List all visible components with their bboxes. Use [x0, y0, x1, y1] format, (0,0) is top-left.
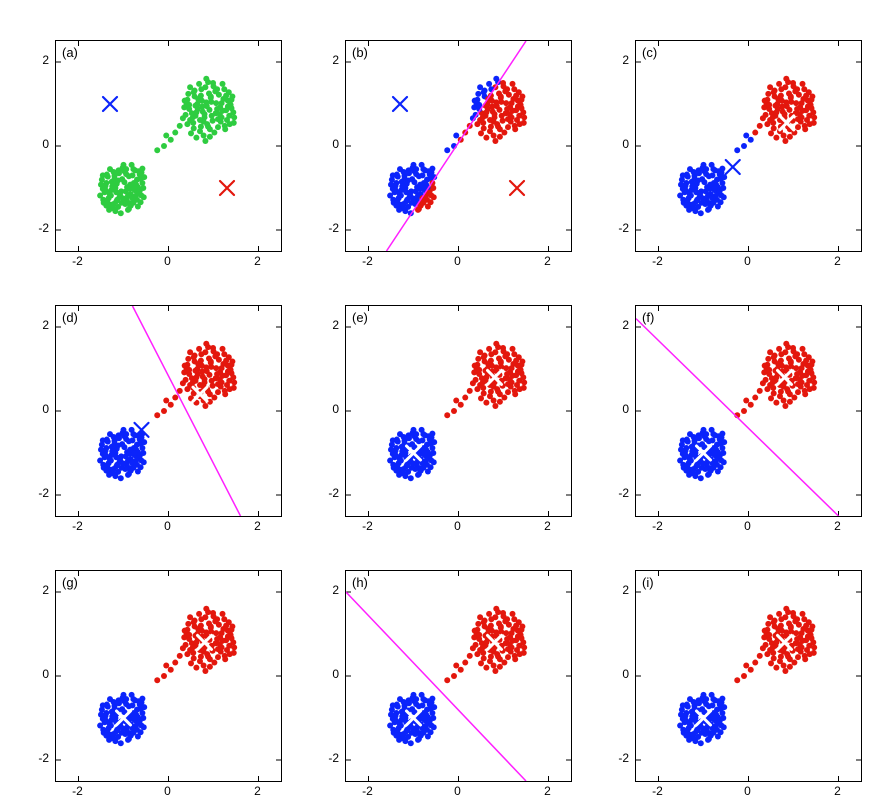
ytick-label: 0: [315, 667, 339, 681]
panel-h: (h): [345, 570, 572, 782]
ytick-label: 2: [25, 53, 49, 67]
panel-b: (b): [345, 40, 572, 252]
centroid-cross: [726, 160, 740, 174]
xtick-label: -2: [66, 519, 90, 533]
panel-label-e: (e): [352, 310, 368, 325]
xtick-label: -2: [646, 254, 670, 268]
ytick-label: -2: [25, 751, 49, 765]
ytick-label: 2: [315, 583, 339, 597]
xtick-label: 2: [246, 519, 270, 533]
xtick-label: 0: [156, 254, 180, 268]
panel-f: (f): [635, 305, 862, 517]
ytick-label: 2: [25, 318, 49, 332]
xtick-label: 0: [446, 519, 470, 533]
ytick-label: -2: [25, 221, 49, 235]
ytick-label: 0: [605, 137, 629, 151]
xtick-label: 0: [736, 519, 760, 533]
ytick-label: 0: [315, 402, 339, 416]
ytick-label: -2: [25, 486, 49, 500]
ytick-label: 2: [605, 583, 629, 597]
xtick-label: 2: [826, 519, 850, 533]
ytick-label: 2: [315, 318, 339, 332]
centroid-cross: [220, 181, 234, 195]
ytick-label: 2: [25, 583, 49, 597]
panel-label-b: (b): [352, 45, 368, 60]
panel-label-g: (g): [62, 575, 78, 590]
xtick-label: 0: [156, 519, 180, 533]
ytick-label: 0: [25, 667, 49, 681]
panel-g: (g): [55, 570, 282, 782]
xtick-label: 0: [736, 254, 760, 268]
xtick-label: -2: [356, 784, 380, 798]
ytick-label: 0: [315, 137, 339, 151]
ytick-label: 2: [315, 53, 339, 67]
xtick-label: -2: [356, 519, 380, 533]
xtick-label: 2: [536, 784, 560, 798]
centroid-cross: [393, 97, 407, 111]
panel-i: (i): [635, 570, 862, 782]
xtick-label: 2: [826, 784, 850, 798]
ytick-label: -2: [605, 221, 629, 235]
ytick-label: -2: [315, 751, 339, 765]
xtick-label: 0: [446, 254, 470, 268]
xtick-label: -2: [66, 254, 90, 268]
xtick-label: -2: [646, 784, 670, 798]
ytick-label: 2: [605, 318, 629, 332]
figure: (a) -2 0 2 -2 0 2 (b) -2 0 2 -2 0 2 (c) -2 0 2 -2 0 2 (d) -2 0 2…: [0, 0, 889, 805]
ytick-label: 0: [25, 137, 49, 151]
ytick-label: 0: [605, 667, 629, 681]
xtick-label: 0: [736, 784, 760, 798]
centroid-cross: [510, 181, 524, 195]
centroid-cross: [103, 97, 117, 111]
panel-label-c: (c): [642, 45, 657, 60]
ytick-label: -2: [605, 486, 629, 500]
xtick-label: 0: [156, 784, 180, 798]
ytick-label: -2: [315, 486, 339, 500]
xtick-label: 2: [826, 254, 850, 268]
ytick-label: -2: [315, 221, 339, 235]
panel-label-f: (f): [642, 310, 654, 325]
panel-label-i: (i): [642, 575, 654, 590]
xtick-label: -2: [646, 519, 670, 533]
ytick-label: 0: [25, 402, 49, 416]
ytick-label: 0: [605, 402, 629, 416]
panel-e: (e): [345, 305, 572, 517]
ytick-label: -2: [605, 751, 629, 765]
xtick-label: 2: [536, 519, 560, 533]
panel-label-d: (d): [62, 310, 78, 325]
ytick-label: 2: [605, 53, 629, 67]
xtick-label: -2: [356, 254, 380, 268]
xtick-label: 2: [246, 254, 270, 268]
xtick-label: 0: [446, 784, 470, 798]
panel-label-h: (h): [352, 575, 368, 590]
panel-d: (d): [55, 305, 282, 517]
xtick-label: -2: [66, 784, 90, 798]
panel-a: (a): [55, 40, 282, 252]
panel-c: (c): [635, 40, 862, 252]
xtick-label: 2: [246, 784, 270, 798]
panel-label-a: (a): [62, 45, 78, 60]
xtick-label: 2: [536, 254, 560, 268]
